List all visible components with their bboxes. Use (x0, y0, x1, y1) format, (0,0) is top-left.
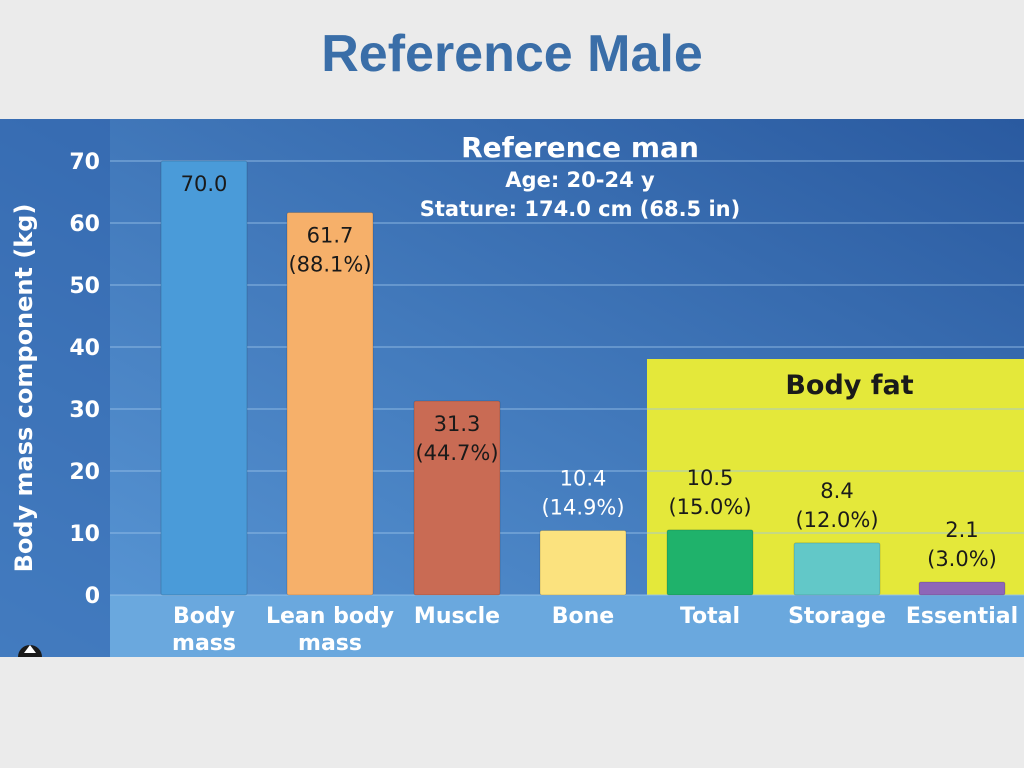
chart-subtitle-stature: Stature: 174.0 cm (68.5 in) (420, 197, 740, 221)
data-label: (14.9%) (541, 496, 624, 520)
x-tick-label: mass (172, 631, 236, 656)
bar-essential (918, 581, 1006, 596)
chart-title: Reference man (461, 131, 699, 164)
bar-total (666, 529, 754, 596)
y-tick-label: 0 (85, 584, 100, 609)
bar-bone (539, 530, 627, 596)
y-axis-label: Body mass component (kg) (10, 204, 38, 573)
y-tick-label: 50 (69, 274, 100, 299)
x-tick-label: Bone (552, 604, 614, 629)
data-label: 10.4 (560, 467, 607, 491)
data-label: (88.1%) (288, 252, 371, 276)
x-tick-label: Lean body (266, 604, 394, 629)
y-tick-label: 30 (69, 398, 100, 423)
chart-svg: Body fat 0 10 20 30 40 50 60 70 Body mass compone… (0, 119, 1024, 657)
data-label: 8.4 (820, 479, 853, 503)
data-label: 70.0 (181, 172, 228, 196)
data-label: 10.5 (687, 466, 734, 490)
x-axis-band (110, 595, 1024, 657)
y-tick-label: 40 (69, 336, 100, 361)
data-label: (3.0%) (927, 547, 997, 571)
body-composition-chart: Body fat 0 10 20 30 40 50 60 70 Body mass compone… (0, 119, 1024, 657)
x-tick-label: mass (298, 631, 362, 656)
bar-storage (793, 542, 881, 596)
x-tick-label: Muscle (414, 604, 500, 629)
chart-subtitle-age: Age: 20-24 y (505, 168, 655, 192)
bar-lean-body-mass (286, 211, 374, 596)
up-arrow-glyph (24, 645, 36, 653)
y-tick-label: 20 (69, 460, 100, 485)
bar-muscle (413, 400, 501, 596)
y-tick-label: 10 (69, 522, 100, 547)
x-tick-label: Total (680, 604, 740, 629)
y-tick-label: 70 (69, 150, 100, 175)
x-tick-label: Body (173, 604, 235, 629)
y-tick-label: 60 (69, 212, 100, 237)
data-label: (15.0%) (668, 495, 751, 519)
bar-body-mass (160, 160, 248, 596)
y-axis-panel (0, 119, 110, 657)
data-label: 31.3 (434, 412, 481, 436)
data-label: (12.0%) (795, 508, 878, 532)
x-tick-label: Essential (906, 604, 1018, 629)
body-fat-group-label: Body fat (785, 370, 913, 401)
data-label: (44.7%) (415, 441, 498, 465)
slide-title: Reference Male (321, 25, 703, 83)
x-tick-label: Storage (788, 604, 886, 629)
data-label: 2.1 (945, 518, 978, 542)
data-label: 61.7 (307, 223, 354, 247)
